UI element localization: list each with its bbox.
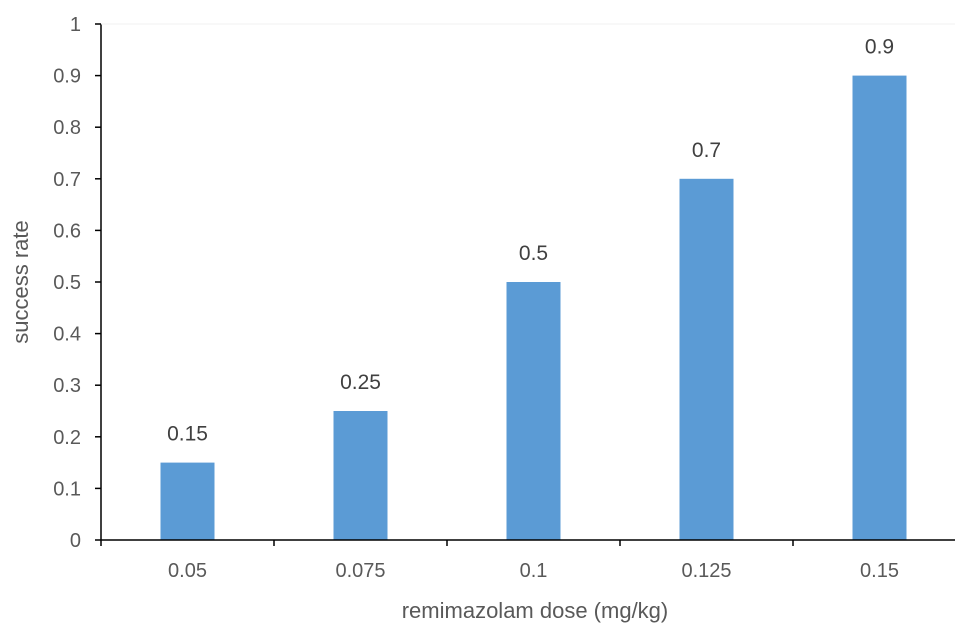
y-tick-label: 0.7 — [53, 169, 81, 191]
data-label: 0.25 — [340, 371, 381, 394]
y-tick-label: 0.5 — [53, 272, 81, 294]
bar — [333, 411, 388, 540]
y-tick-label: 0.4 — [53, 324, 81, 346]
y-tick-label: 0.2 — [53, 427, 81, 449]
bar — [679, 178, 734, 541]
plot-area: 0 0.1 0.2 0.3 0.4 0.5 0.6 0.7 0.8 0.9 1 0.05 0.075 0.… — [53, 14, 955, 582]
x-tick-label: 0.15 — [860, 560, 899, 582]
x-axis-title: remimazolam dose (mg/kg) — [402, 598, 669, 623]
x-tick-label: 0.1 — [520, 560, 548, 582]
data-label: 0.5 — [519, 242, 548, 265]
data-label: 0.9 — [865, 36, 894, 59]
bar — [160, 462, 215, 540]
data-label: 0.7 — [692, 139, 721, 162]
y-tick-label: 0.6 — [53, 220, 81, 242]
y-tick-label: 0.1 — [53, 478, 81, 500]
data-label: 0.15 — [167, 423, 208, 446]
bar — [852, 75, 907, 540]
y-tick-label: 0 — [70, 530, 81, 552]
y-tick-label: 1 — [70, 14, 81, 36]
bar — [506, 282, 561, 540]
y-axis-title: success rate — [8, 220, 33, 344]
x-tick-label: 0.05 — [168, 560, 207, 582]
x-tick-label: 0.075 — [335, 560, 385, 582]
y-tick-label: 0.8 — [53, 117, 81, 139]
y-tick-label: 0.9 — [53, 66, 81, 88]
y-tick-label: 0.3 — [53, 375, 81, 397]
x-tick-label: 0.125 — [681, 560, 731, 582]
